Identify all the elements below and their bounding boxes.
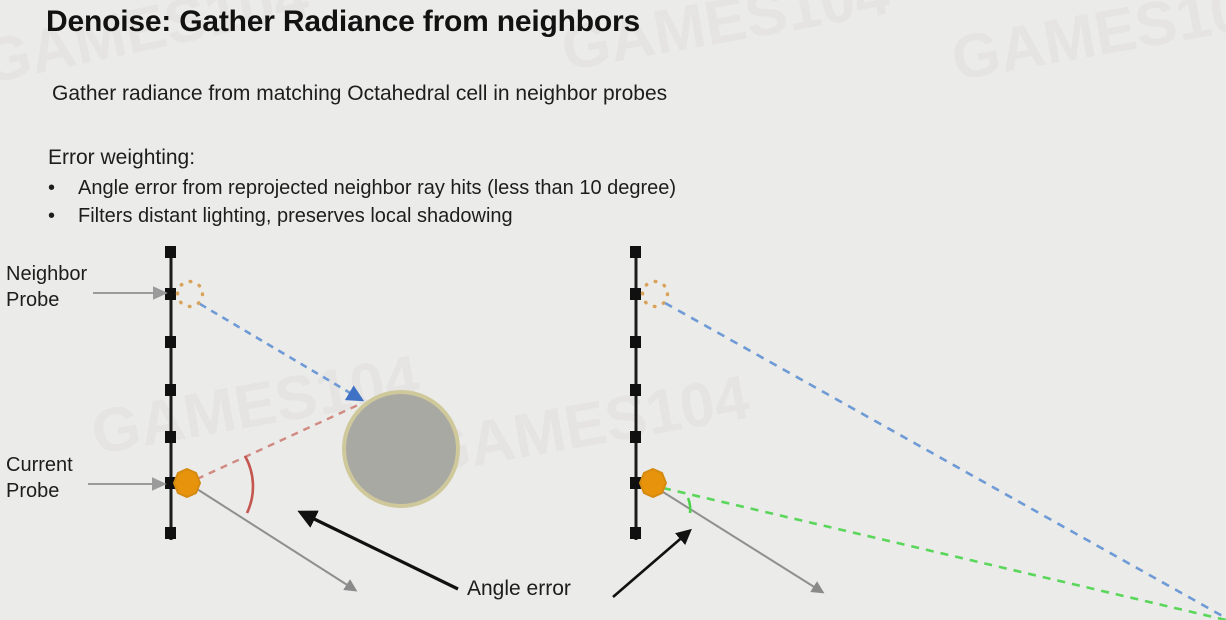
right-wall-ticks [630, 246, 641, 539]
bullet-item: • Angle error from reprojected neighbor r… [48, 177, 676, 200]
right-angle-error-arc [686, 497, 692, 514]
neighbor-probe-label: Neighbor Probe [6, 263, 88, 311]
left-neighbor-ray-blue [199, 302, 365, 402]
angle-error-label: Angle error [467, 577, 571, 600]
angle-error-right-callout-arrow [612, 528, 692, 598]
left-current-probe-marker[interactable] [172, 467, 202, 499]
subtitle-text: Gather radiance from matching Octahedral… [52, 82, 668, 105]
bullet-text: Angle error from reprojected neighbor ra… [78, 177, 677, 199]
bullet-marker-icon: • [48, 205, 56, 227]
occluder-sphere [342, 390, 460, 508]
right-panel-group [630, 246, 1226, 620]
error-weighting-heading: Error weighting: [48, 146, 196, 169]
bullet-marker-icon: • [48, 177, 56, 199]
left-neighbor-probe-marker[interactable] [175, 279, 205, 309]
left-angle-error-arc [243, 455, 255, 514]
right-current-probe-marker[interactable] [638, 467, 668, 499]
left-wall-ticks [165, 246, 176, 539]
angle-error-left-callout-arrow [297, 510, 459, 591]
bullet-text: Filters distant lighting, preserves loca… [78, 205, 513, 227]
bullet-item: • Filters distant lighting, preserves loc… [48, 205, 513, 228]
page-title: Denoise: Gather Radiance from neighbors [46, 5, 640, 38]
left-current-ray-gray [196, 488, 358, 592]
left-panel-group [88, 246, 460, 592]
current-probe-label: Current Probe [6, 454, 73, 502]
right-neighbor-ray-blue [664, 301, 1226, 620]
left-reprojected-ray-red [196, 403, 359, 481]
right-reprojected-ray-green [662, 486, 1226, 620]
right-neighbor-probe-marker[interactable] [640, 279, 670, 309]
